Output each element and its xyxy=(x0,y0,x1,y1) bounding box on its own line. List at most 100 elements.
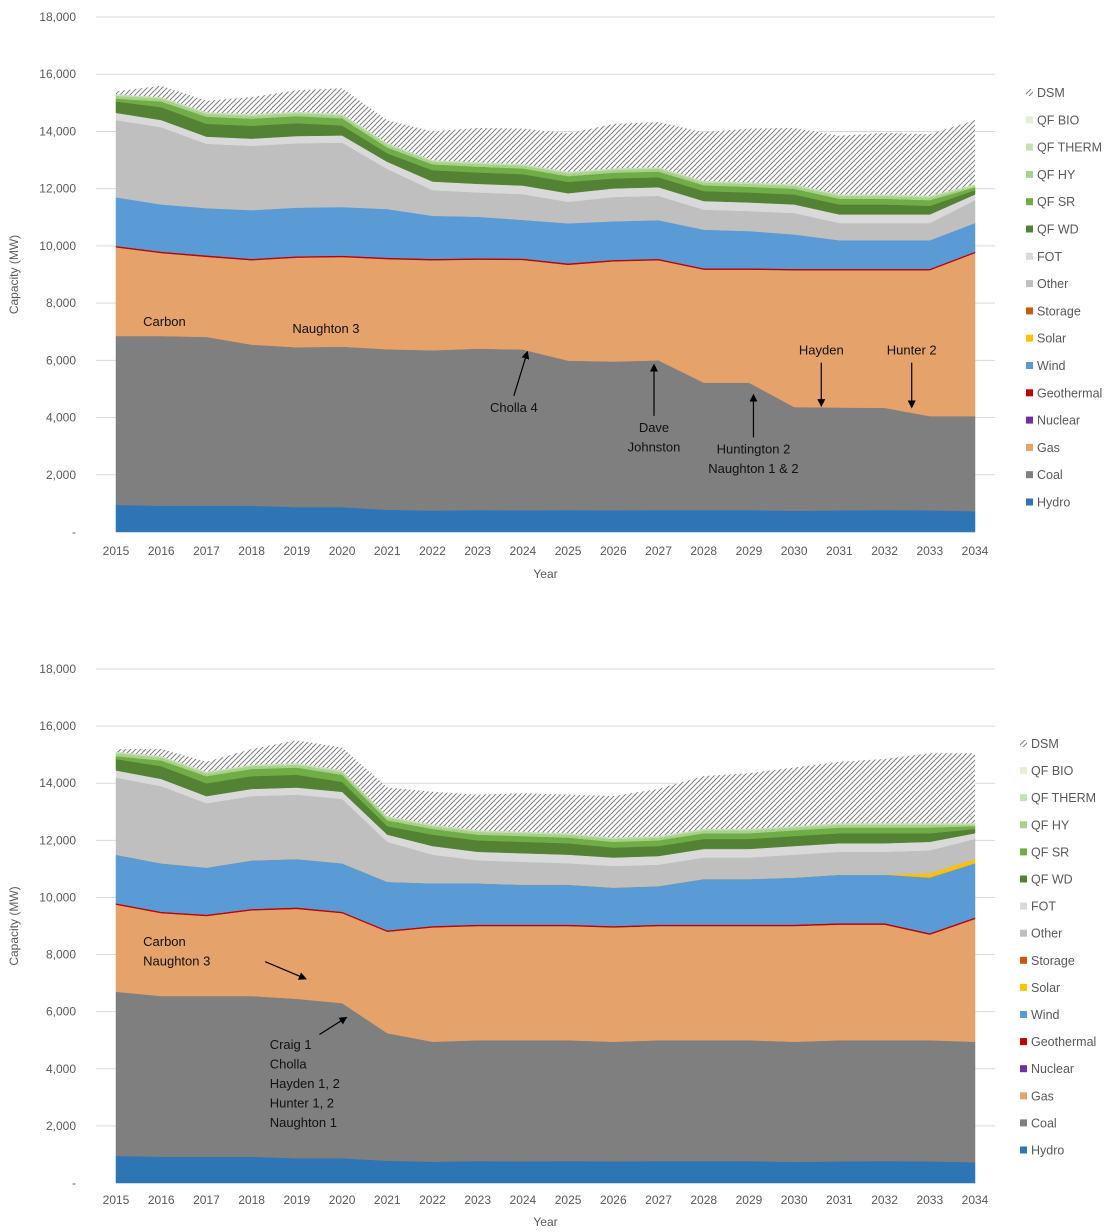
x-tick-label: 2016 xyxy=(148,1193,175,1207)
legend-label-wind: Wind xyxy=(1031,1008,1060,1022)
x-tick-label: 2033 xyxy=(916,1193,943,1207)
legend-label-coal: Coal xyxy=(1037,468,1063,482)
y-tick-label: 8,000 xyxy=(46,296,76,310)
legend-swatch-coal xyxy=(1020,1119,1027,1127)
y-tick-label: 4,000 xyxy=(46,411,76,425)
x-tick-label: 2034 xyxy=(962,1193,989,1207)
x-tick-label: 2033 xyxy=(916,544,943,558)
annotation-text: Johnston xyxy=(628,439,681,454)
x-tick-label: 2032 xyxy=(871,1193,898,1207)
x-tick-label: 2023 xyxy=(464,1193,491,1207)
x-tick-label: 2026 xyxy=(600,544,627,558)
legend-swatch-qf-bio xyxy=(1020,767,1027,775)
legend-label-nuclear: Nuclear xyxy=(1037,414,1080,428)
legend-swatch-geothermal xyxy=(1020,1038,1027,1046)
x-tick-label: 2024 xyxy=(510,544,537,558)
legend-swatch-gas xyxy=(1020,1092,1027,1100)
x-tick-label: 2024 xyxy=(510,1193,537,1207)
legend-label-dsm: DSM xyxy=(1031,737,1059,751)
chart-1: - 2,000 4,000 6,000 8,000 10,000 12,000 14,000 1… xyxy=(7,10,1102,581)
annotation-text: Naughton 1 & 2 xyxy=(708,461,798,476)
y-tick-label: 4,000 xyxy=(46,1062,76,1076)
x-tick-label: 2028 xyxy=(690,1193,717,1207)
legend-swatch-storage xyxy=(1020,956,1027,964)
legend-swatch-qf-bio xyxy=(1026,116,1033,124)
y-tick-label: 12,000 xyxy=(39,833,76,847)
annotation-text: Cholla 4 xyxy=(490,400,538,415)
legend-swatch-other xyxy=(1026,280,1033,288)
legend-swatch-qf-wd xyxy=(1026,225,1033,233)
annotation-text: Huntington 2 xyxy=(717,441,791,456)
legend-swatch-solar xyxy=(1026,334,1033,342)
x-tick-label: 2026 xyxy=(600,1193,627,1207)
legend-swatch-coal xyxy=(1026,471,1033,479)
legend-label-coal: Coal xyxy=(1031,1116,1057,1130)
area-dsm xyxy=(116,740,975,838)
legend-label-other: Other xyxy=(1031,927,1062,941)
x-tick-label: 2015 xyxy=(103,544,130,558)
annotation: Hayden xyxy=(799,343,844,408)
annotation-text: Dave xyxy=(639,420,669,435)
x-tick-label: 2017 xyxy=(193,544,220,558)
y-tick-label: 12,000 xyxy=(39,182,76,196)
legend-label-other: Other xyxy=(1037,277,1068,291)
x-tick-label: 2018 xyxy=(238,544,265,558)
legend-label-storage: Storage xyxy=(1037,304,1081,318)
x-tick-label: 2029 xyxy=(736,544,763,558)
legend-label-qf-sr: QF SR xyxy=(1037,195,1075,209)
annotation-text: Carbon xyxy=(143,314,186,329)
annotation-text: Cholla xyxy=(270,1056,308,1071)
annotation-text: Naughton 3 xyxy=(143,953,210,968)
legend-label-geothermal: Geothermal xyxy=(1037,386,1102,400)
annotation-text: Hunter 1, 2 xyxy=(270,1095,334,1110)
legend-swatch-solar xyxy=(1020,983,1027,991)
x-tick-label: 2025 xyxy=(555,544,582,558)
legend-swatch-fot xyxy=(1026,252,1033,260)
legend-label-qf-wd: QF WD xyxy=(1037,223,1079,237)
legend-swatch-wind xyxy=(1020,1011,1027,1018)
legend-swatch-qf-wd xyxy=(1020,875,1027,883)
x-axis-title: Year xyxy=(533,1215,557,1229)
legend-label-qf-therm: QF THERM xyxy=(1037,141,1102,155)
annotation: Naughton 3 xyxy=(292,321,359,336)
x-tick-label: 2019 xyxy=(283,1193,310,1207)
legend-swatch-dsm xyxy=(1026,89,1033,96)
x-tick-label: 2027 xyxy=(645,1193,672,1207)
legend-label-solar: Solar xyxy=(1037,332,1066,346)
x-tick-label: 2022 xyxy=(419,544,446,558)
legend-swatch-wind xyxy=(1026,362,1033,369)
legend-swatch-qf-hy xyxy=(1026,170,1033,178)
legend-swatch-qf-sr xyxy=(1020,848,1027,856)
legend-label-nuclear: Nuclear xyxy=(1031,1062,1074,1076)
annotation-text: Hayden 1, 2 xyxy=(270,1076,340,1091)
x-tick-label: 2030 xyxy=(781,1193,808,1207)
y-tick-label: 16,000 xyxy=(39,67,76,81)
annotation: Huntington 2 Naughton 1 & 2 xyxy=(708,393,799,476)
legend-swatch-nuclear xyxy=(1020,1065,1027,1073)
x-tick-label: 2025 xyxy=(555,1193,582,1207)
legend-label-fot: FOT xyxy=(1037,250,1062,264)
y-tick-label: 6,000 xyxy=(46,1005,76,1019)
legend: DSM QF BIO QF THERM QF HY QF SR QF WD FOT Other… xyxy=(1020,737,1096,1158)
x-axis-title: Year xyxy=(533,567,557,581)
y-tick-label: 6,000 xyxy=(46,353,76,367)
annotation: Hunter 2 xyxy=(887,343,937,409)
y-tick-label: 2,000 xyxy=(46,468,76,482)
x-tick-label: 2030 xyxy=(781,544,808,558)
y-axis-title: Capacity (MW) xyxy=(7,886,21,965)
y-tick-label: 10,000 xyxy=(39,890,76,904)
x-tick-label: 2017 xyxy=(193,1193,220,1207)
annotation: Craig 1 Cholla Hayden 1, 2 Hunter 1, 2 Naugh… xyxy=(270,1016,348,1130)
x-tick-label: 2034 xyxy=(962,544,989,558)
y-tick-label: 8,000 xyxy=(46,948,76,962)
x-tick-label: 2029 xyxy=(736,1193,763,1207)
legend-swatch-nuclear xyxy=(1026,416,1033,424)
y-tick-label: 14,000 xyxy=(39,124,76,138)
area-qf-therm xyxy=(115,751,976,840)
annotation: Cholla 4 xyxy=(490,350,538,415)
annotation-text: Naughton 1 xyxy=(270,1115,337,1130)
y-tick-label: 14,000 xyxy=(39,776,76,790)
legend-label-qf-bio: QF BIO xyxy=(1031,764,1074,778)
area-dsm xyxy=(116,85,975,196)
